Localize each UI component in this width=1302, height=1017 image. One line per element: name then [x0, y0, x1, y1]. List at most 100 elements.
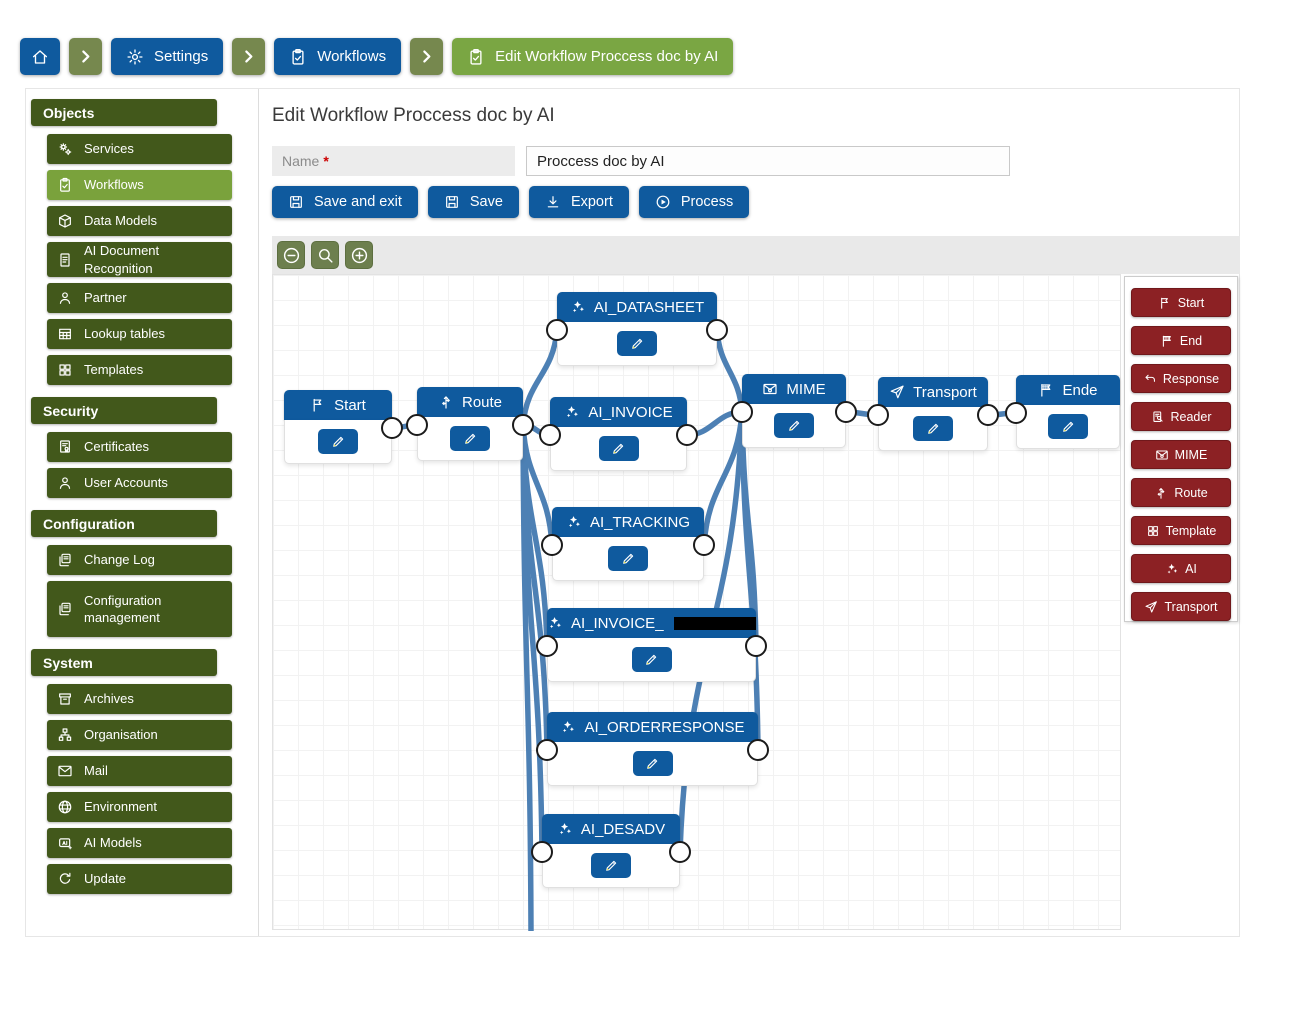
workflow-name-input[interactable]	[526, 146, 1010, 176]
workflow-canvas[interactable]: Start Route AI_DATASHEET AI_INVOICE AI_TRACK…	[272, 274, 1121, 931]
node-label: MIME	[786, 380, 826, 398]
breadcrumb-item-settings[interactable]: Settings	[111, 38, 224, 75]
zoom-search-button[interactable]	[311, 241, 339, 269]
plus-circle-icon	[351, 247, 367, 263]
sidebar-item-mail[interactable]: Mail	[47, 756, 232, 787]
port-right-route[interactable]	[512, 414, 534, 436]
edit-node-button[interactable]	[617, 331, 657, 356]
palette-item-transport[interactable]: Transport	[1131, 592, 1231, 621]
port-right-ai_datasheet[interactable]	[706, 319, 728, 341]
workflow-node-ai_invoice2[interactable]: AI_INVOICE_	[547, 608, 756, 682]
edit-node-button[interactable]	[591, 853, 631, 878]
sidebar-item-update[interactable]: Update	[47, 864, 232, 895]
palette-item-response[interactable]: Response	[1131, 364, 1231, 393]
workflow-node-ai_tracking[interactable]: AI_TRACKING	[552, 507, 704, 581]
edit-node-button[interactable]	[774, 413, 814, 438]
palette-item-reader[interactable]: Reader	[1131, 402, 1231, 431]
sidebar-item-archives[interactable]: Archives	[47, 684, 232, 715]
port-left-mime[interactable]	[731, 401, 753, 423]
port-left-route[interactable]	[406, 414, 428, 436]
port-left-ai_datasheet[interactable]	[546, 319, 568, 341]
sidebar-item-configuration-management[interactable]: Configuration management	[47, 581, 232, 638]
edit-node-button[interactable]	[1048, 414, 1088, 439]
palette-item-route[interactable]: Route	[1131, 478, 1231, 507]
workflow-node-ai_orderresponse[interactable]: AI_ORDERRESPONSE	[547, 712, 758, 786]
port-left-ai_orderresponse[interactable]	[536, 739, 558, 761]
workflow-node-ende[interactable]: Ende	[1016, 375, 1120, 449]
sidebar-item-workflows[interactable]: Workflows	[47, 170, 232, 200]
export-button[interactable]: Export	[528, 186, 629, 218]
port-right-start[interactable]	[381, 417, 403, 439]
pencil-icon	[646, 654, 657, 665]
workflow-connections	[389, 327, 1019, 931]
workflow-node-start[interactable]: Start	[284, 390, 392, 464]
sidebar-item-environment[interactable]: Environment	[47, 792, 232, 823]
port-left-ai_invoice2[interactable]	[536, 635, 558, 657]
sidebar-item-ai-models[interactable]: AI Models	[47, 828, 232, 859]
port-right-transport[interactable]	[977, 404, 999, 426]
edit-node-button[interactable]	[608, 546, 648, 571]
sidebar-item-user-accounts[interactable]: User Accounts	[47, 468, 232, 499]
palette-item-mime[interactable]: MIME	[1131, 440, 1231, 469]
port-right-mime[interactable]	[835, 401, 857, 423]
edit-node-button[interactable]	[318, 429, 358, 454]
edit-node-button[interactable]	[450, 426, 490, 451]
edit-node-button[interactable]	[913, 416, 953, 441]
port-left-ende[interactable]	[1005, 402, 1027, 424]
port-right-ai_tracking[interactable]	[693, 534, 715, 556]
sidebar-section-configuration: Configuration	[31, 510, 217, 538]
sidebar-item-organisation[interactable]: Organisation	[47, 720, 232, 751]
sidebar-item-certificates[interactable]: Certificates	[47, 432, 232, 463]
port-right-ai_orderresponse[interactable]	[747, 739, 769, 761]
sparkles-icon	[568, 516, 580, 528]
port-left-transport[interactable]	[867, 404, 889, 426]
process-button[interactable]: Process	[638, 186, 750, 218]
canvas-row: Start Route AI_DATASHEET AI_INVOICE AI_TRACK…	[272, 274, 1240, 931]
save-button[interactable]: Save	[427, 186, 519, 218]
palette-item-start[interactable]: Start	[1131, 288, 1231, 317]
sidebar-item-services[interactable]: Services	[47, 134, 232, 164]
port-right-ai_desadv[interactable]	[669, 841, 691, 863]
edit-node-button[interactable]	[598, 436, 639, 461]
workflow-node-ai_datasheet[interactable]: AI_DATASHEET	[557, 292, 717, 366]
workflow-node-mime[interactable]: MIME	[742, 374, 846, 448]
envelope-at-icon	[1155, 450, 1168, 459]
sidebar-item-templates[interactable]: Templates	[47, 355, 232, 386]
port-left-ai_tracking[interactable]	[541, 534, 563, 556]
home-icon	[32, 49, 48, 64]
breadcrumb-item-workflows[interactable]: Workflows	[274, 38, 402, 75]
sidebar-item-lookup-tables[interactable]: Lookup tables	[47, 319, 232, 350]
port-left-ai_desadv[interactable]	[531, 841, 553, 863]
palette-item-end[interactable]: End	[1131, 326, 1231, 355]
sidebar-item-data-models[interactable]: Data Models	[47, 206, 232, 236]
workflow-node-ai_invoice[interactable]: AI_INVOICE	[550, 397, 687, 471]
zoom-out-button[interactable]	[277, 241, 305, 269]
edit-node-button[interactable]	[632, 751, 673, 776]
port-right-ai_invoice2[interactable]	[745, 635, 767, 657]
workflow-node-route[interactable]: Route	[417, 387, 523, 461]
sidebar-item-partner[interactable]: Partner	[47, 283, 232, 314]
sidebar-item-label: Change Log	[84, 552, 155, 568]
node-body	[550, 427, 687, 471]
sidebar-item-change-log[interactable]: Change Log	[47, 545, 232, 576]
workflow-node-transport[interactable]: Transport	[878, 377, 988, 451]
save-and-exit-button[interactable]: Save and exit	[272, 186, 418, 218]
port-right-ai_invoice[interactable]	[676, 424, 698, 446]
sidebar-section-system: System	[31, 649, 217, 677]
node-body	[417, 417, 523, 461]
palette-item-ai[interactable]: AI	[1131, 554, 1231, 583]
breadcrumb-label: Edit Workflow Proccess doc by AI	[495, 48, 719, 65]
breadcrumb-item-edit-workflow[interactable]: Edit Workflow Proccess doc by AI	[452, 38, 734, 75]
button-label: Save	[469, 194, 503, 210]
sidebar-item-label: AI Models	[84, 835, 142, 851]
edit-node-button[interactable]	[631, 647, 672, 672]
sidebar-item-ai-document-recognition[interactable]: AI Document Recognition	[47, 242, 232, 278]
zoom-in-button[interactable]	[345, 241, 373, 269]
workflow-node-ai_desadv[interactable]: AI_DESADV	[542, 814, 680, 888]
person-icon	[59, 292, 71, 305]
node-label: AI_DESADV	[580, 820, 666, 838]
palette-item-template[interactable]: Template	[1131, 516, 1231, 545]
breadcrumb-item-home[interactable]	[20, 38, 60, 75]
magnifier-icon	[318, 248, 333, 263]
port-left-ai_invoice[interactable]	[539, 424, 561, 446]
